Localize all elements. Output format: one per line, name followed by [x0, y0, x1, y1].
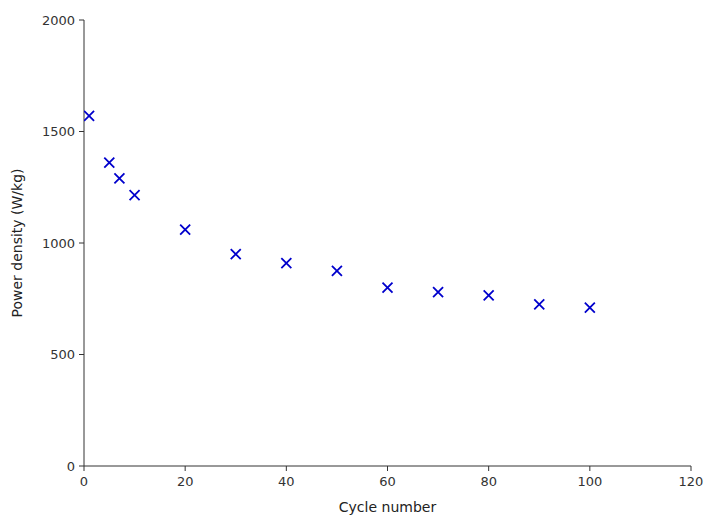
x-tick	[84, 466, 85, 471]
y-tick	[79, 131, 84, 132]
point	[383, 283, 393, 293]
y-tick	[79, 243, 84, 244]
point	[180, 225, 190, 235]
x-tick-label: 100	[577, 474, 602, 489]
x-tick	[691, 466, 692, 471]
x-tick-label: 60	[379, 474, 396, 489]
point	[332, 266, 342, 276]
x-tick-label: 80	[480, 474, 497, 489]
chart-container: 0 20 40 60 80 100 120 0 500 1000 1500 2000 Cycle num…	[0, 0, 715, 528]
y-tick-label: 0	[67, 459, 75, 474]
y-tick	[79, 20, 84, 21]
point	[84, 111, 94, 121]
y-tick-label: 500	[50, 347, 75, 362]
y-axis-label: Power density (W/kg)	[9, 168, 25, 317]
point	[281, 258, 291, 268]
point	[114, 173, 124, 183]
y-tick	[79, 466, 84, 467]
y-tick	[79, 354, 84, 355]
point	[534, 299, 544, 309]
x-tick	[589, 466, 590, 471]
point	[433, 287, 443, 297]
x-tick	[488, 466, 489, 471]
x-axis-label: Cycle number	[339, 499, 437, 515]
points	[84, 111, 595, 313]
point	[484, 290, 494, 300]
y-tick-label: 1500	[42, 124, 75, 139]
x-tick	[185, 466, 186, 471]
x-tick	[286, 466, 287, 471]
x-tick-label: 0	[80, 474, 88, 489]
chart: 0 20 40 60 80 100 120 0 500 1000 1500 2000 Cycle num…	[0, 0, 715, 528]
x-tick-label: 20	[177, 474, 194, 489]
x-tick-label: 40	[278, 474, 295, 489]
x-tick-label: 120	[679, 474, 704, 489]
y-tick-label: 1000	[42, 236, 75, 251]
point	[231, 249, 241, 259]
y-tick-label: 2000	[42, 13, 75, 28]
x-tick	[387, 466, 388, 471]
axes: 0 20 40 60 80 100 120 0 500 1000 1500 2000	[42, 13, 704, 490]
point	[104, 158, 114, 168]
point	[130, 190, 140, 200]
point	[585, 303, 595, 313]
